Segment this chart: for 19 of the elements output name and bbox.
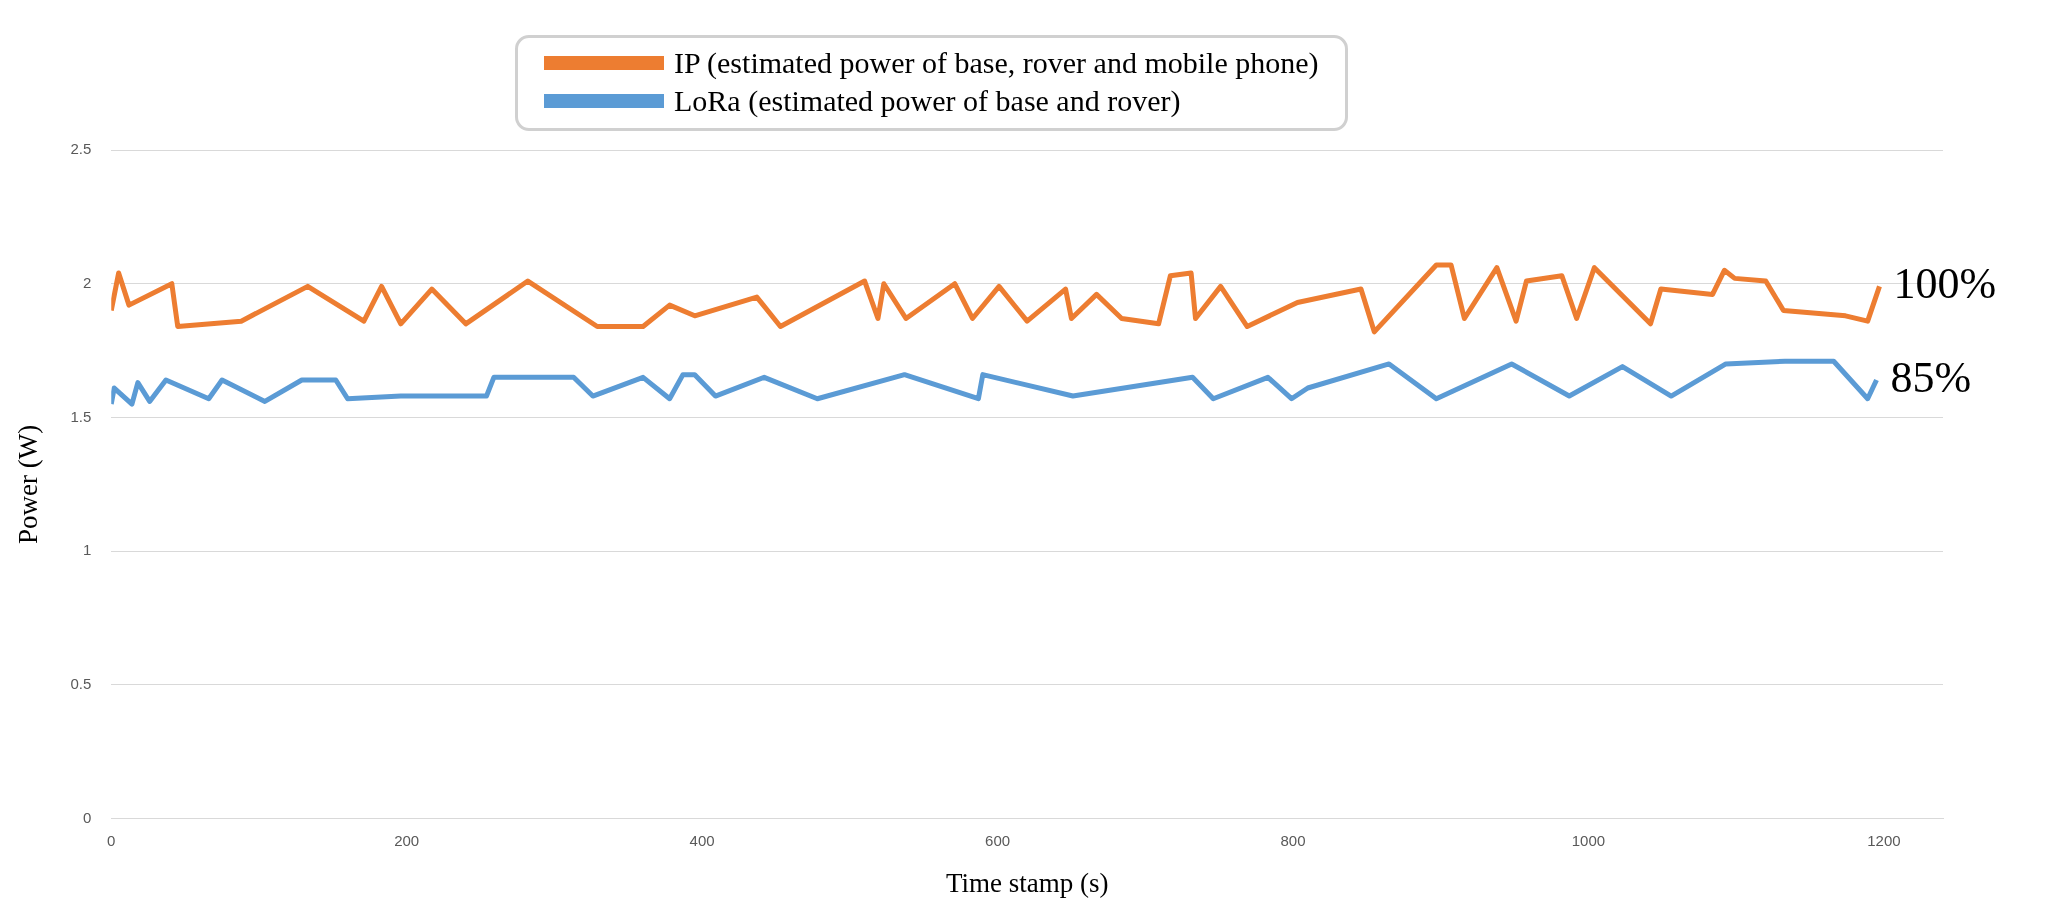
x-tick-label: 200 bbox=[394, 831, 420, 849]
x-tick-label: 1200 bbox=[1867, 831, 1901, 849]
y-tick-label: 1.5 bbox=[70, 407, 92, 425]
legend-label: IP (estimated power of base, rover and mobile phone) bbox=[674, 46, 1319, 80]
x-tick-label: 400 bbox=[689, 831, 715, 849]
annotation: 85% bbox=[1890, 352, 1972, 402]
legend-label: LoRa (estimated power of base and rover) bbox=[674, 84, 1181, 118]
x-tick-label: 800 bbox=[1280, 831, 1306, 849]
x-tick-label: 1000 bbox=[1571, 831, 1606, 849]
y-axis-title: Power (W) bbox=[13, 424, 44, 544]
y-tick-label: 1 bbox=[82, 541, 92, 559]
annotation: 100% bbox=[1893, 258, 1997, 308]
y-tick-label: 0 bbox=[82, 808, 92, 826]
x-tick-label: 0 bbox=[107, 831, 116, 849]
y-tick-label: 2.5 bbox=[70, 140, 92, 158]
x-tick-label: 600 bbox=[985, 831, 1011, 849]
y-tick-label: 0.5 bbox=[70, 675, 92, 693]
x-axis-title: Time stamp (s) bbox=[945, 867, 1109, 898]
y-tick-label: 2 bbox=[82, 273, 92, 291]
